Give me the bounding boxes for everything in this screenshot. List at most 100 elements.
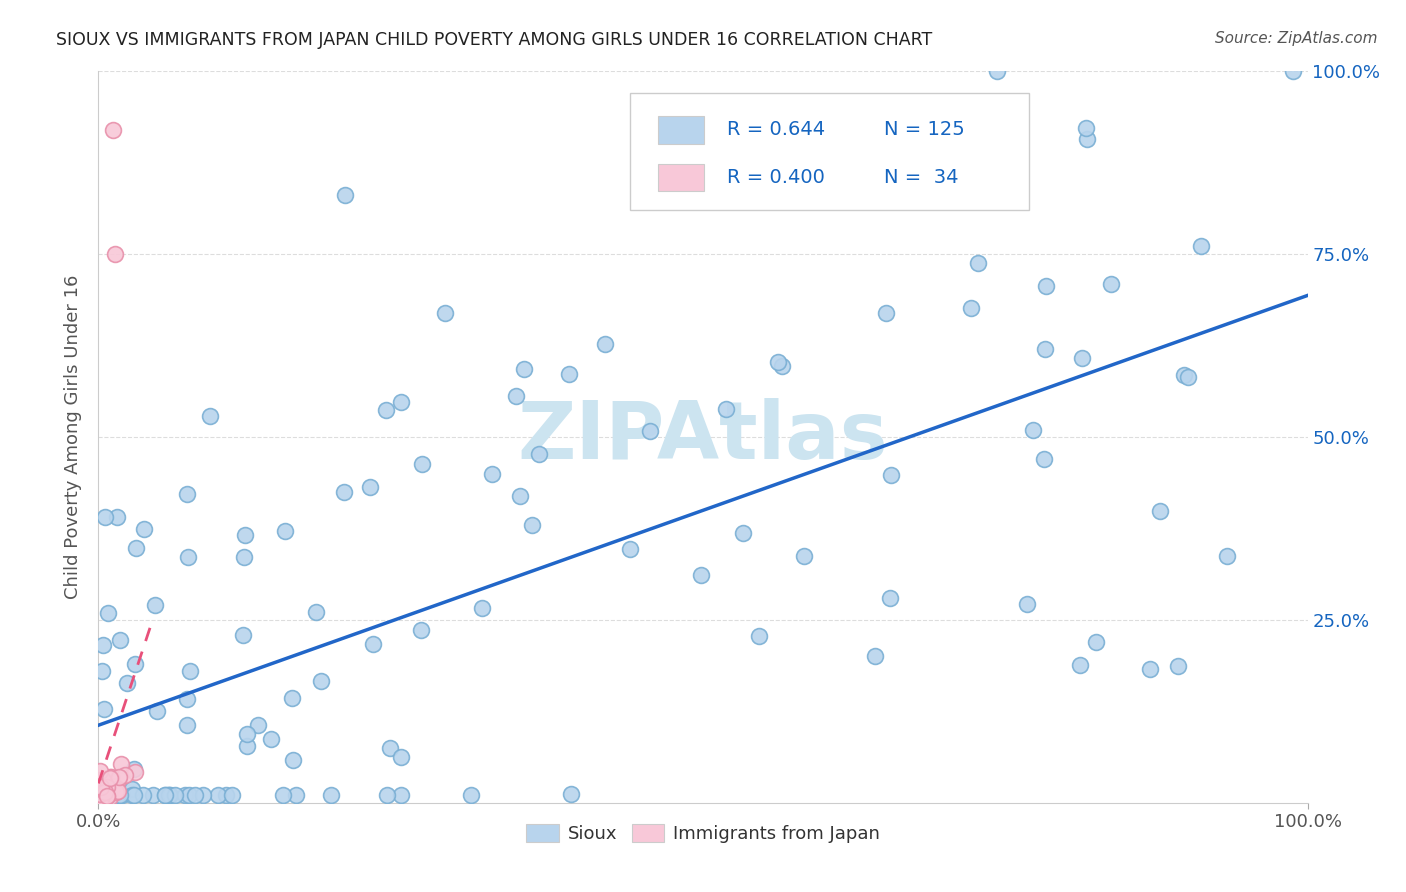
Point: [1071, 351, 1094, 366]
Point: [176, 486, 198, 500]
Point: [233, 527, 256, 541]
Point: [1022, 423, 1045, 437]
Point: [96, 780, 118, 795]
Point: [90, 789, 112, 804]
Point: [125, 541, 148, 555]
Point: [117, 676, 139, 690]
Point: [375, 789, 398, 803]
Text: R = 0.400: R = 0.400: [727, 168, 825, 187]
Point: [91, 789, 114, 803]
Point: [527, 447, 550, 461]
Point: [110, 789, 132, 803]
Point: [1167, 658, 1189, 673]
Text: Source: ZipAtlas.com: Source: ZipAtlas.com: [1215, 31, 1378, 46]
Point: [509, 489, 531, 503]
Point: [107, 789, 129, 803]
Point: [184, 789, 207, 803]
Point: [281, 754, 304, 768]
Point: [389, 789, 412, 803]
Point: [1084, 635, 1107, 649]
Point: [361, 637, 384, 651]
Point: [768, 355, 790, 369]
Point: [108, 789, 131, 803]
Point: [97, 606, 120, 620]
Point: [1189, 239, 1212, 253]
Point: [1076, 121, 1098, 136]
Bar: [658, 116, 704, 144]
Point: [101, 789, 124, 803]
Point: [1177, 369, 1199, 384]
Point: [193, 789, 215, 803]
Point: [333, 188, 356, 202]
Point: [232, 549, 254, 564]
Point: [94, 789, 117, 803]
Point: [281, 691, 304, 706]
Point: [319, 789, 342, 803]
Point: [236, 727, 259, 741]
Point: [232, 627, 254, 641]
Point: [157, 789, 180, 803]
Point: [1015, 597, 1038, 611]
Point: [94, 785, 117, 799]
Point: [107, 772, 129, 786]
Point: [619, 542, 641, 557]
Point: [271, 789, 294, 803]
Text: R = 0.644: R = 0.644: [727, 120, 825, 139]
Point: [89, 780, 111, 795]
Point: [124, 765, 146, 780]
Point: [333, 485, 356, 500]
Point: [89, 789, 111, 803]
Point: [389, 750, 412, 764]
Point: [595, 336, 617, 351]
Point: [132, 522, 155, 536]
Point: [1035, 278, 1057, 293]
Point: [221, 789, 243, 803]
Point: [880, 468, 903, 483]
Point: [131, 789, 153, 803]
Point: [96, 789, 118, 804]
Point: [863, 648, 886, 663]
Point: [143, 598, 166, 612]
Point: [375, 403, 398, 417]
Point: [159, 789, 181, 803]
Point: [93, 786, 115, 800]
Point: [96, 789, 118, 803]
Point: [98, 789, 121, 804]
Point: [460, 789, 482, 803]
Point: [285, 789, 308, 803]
Point: [153, 789, 176, 803]
Point: [748, 630, 770, 644]
Point: [770, 359, 793, 373]
Point: [105, 785, 128, 799]
Point: [104, 789, 127, 803]
Point: [90, 793, 112, 807]
Point: [960, 301, 983, 315]
Point: [163, 789, 186, 803]
Point: [986, 64, 1008, 78]
Point: [481, 467, 503, 481]
Point: [179, 664, 201, 678]
Point: [159, 789, 181, 803]
Point: [733, 526, 755, 541]
Text: SIOUX VS IMMIGRANTS FROM JAPAN CHILD POVERTY AMONG GIRLS UNDER 16 CORRELATION CH: SIOUX VS IMMIGRANTS FROM JAPAN CHILD POV…: [56, 31, 932, 49]
Point: [103, 780, 125, 794]
Point: [409, 624, 432, 638]
Point: [793, 549, 815, 563]
Point: [274, 524, 297, 538]
Point: [557, 368, 579, 382]
Point: [875, 306, 897, 320]
Point: [198, 409, 221, 423]
Point: [108, 632, 131, 647]
Point: [124, 657, 146, 671]
Point: [107, 789, 129, 803]
Point: [714, 402, 737, 417]
Point: [155, 789, 177, 803]
Point: [215, 789, 238, 803]
Point: [1099, 277, 1122, 291]
Point: [104, 789, 127, 803]
Text: N =  34: N = 34: [884, 168, 959, 187]
Point: [378, 741, 401, 756]
Point: [98, 770, 121, 784]
Point: [967, 256, 990, 270]
Point: [96, 789, 118, 803]
